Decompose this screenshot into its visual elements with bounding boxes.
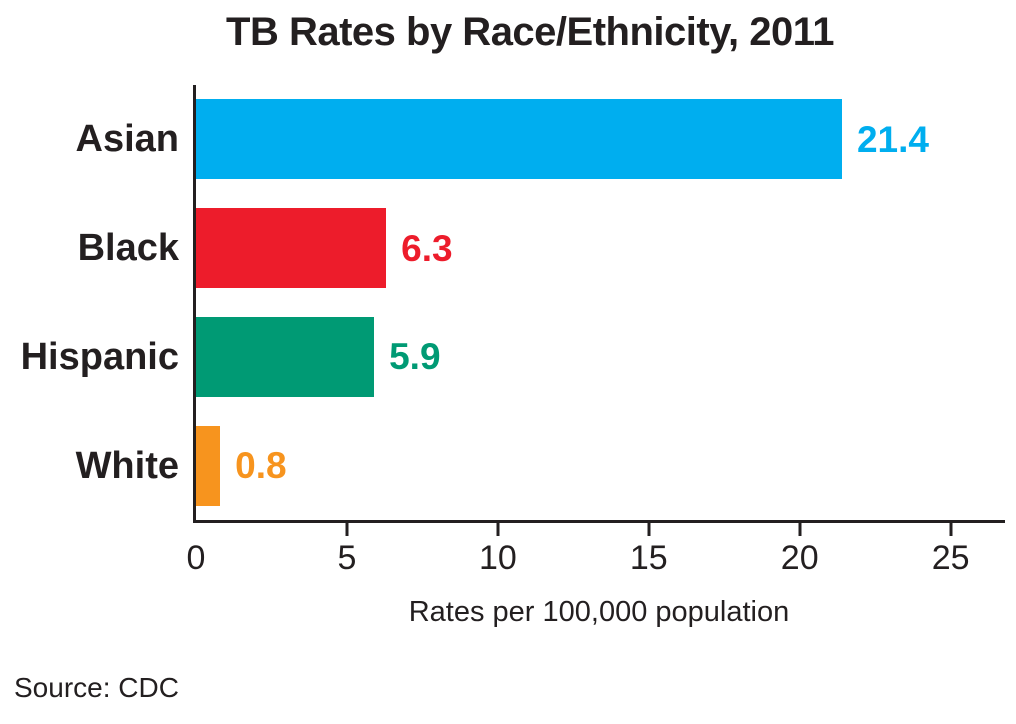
chart-title: TB Rates by Race/Ethnicity, 2011 [226,10,834,54]
source-note: Source: CDC [14,672,179,703]
tick-mark-10 [496,523,500,536]
tick-label-0: 0 [186,539,206,577]
tick-label-25: 25 [931,539,970,577]
bar-hispanic [196,316,375,397]
tick-label-15: 15 [629,539,668,577]
tick-mark-5 [345,523,349,536]
x-axis-ticks: 0 5 10 15 20 25 [187,523,1005,583]
bar-row-asian: Asian 21.4 [76,85,1005,194]
tick-label-5: 5 [337,539,357,577]
bar-row-hispanic: Hispanic 5.9 [21,303,1005,412]
bar-row-white: White 0.8 [76,411,1005,520]
category-label-hispanic: Hispanic [20,335,179,378]
value-label-asian: 21.4 [856,118,929,160]
bar-white [196,425,221,506]
category-label-black: Black [77,227,179,270]
bar-row-black: Black 6.3 [78,194,1005,303]
tick-label-20: 20 [780,539,819,577]
category-label-asian: Asian [75,118,179,161]
tick-mark-20 [798,523,802,536]
tick-mark-15 [647,523,651,536]
tick-mark-25 [949,523,953,536]
bar-black [196,208,387,289]
value-label-hispanic: 5.9 [389,336,441,378]
value-label-black: 6.3 [401,227,453,269]
bar-asian [196,99,842,180]
value-label-white: 0.8 [235,445,287,487]
x-axis-title: Rates per 100,000 population [408,596,790,628]
tick-label-10: 10 [478,539,517,577]
plot-area: Asian 21.4 Black 6.3 Hispanic 5.9 White 0.8 [21,85,1005,523]
category-label-white: White [75,444,179,487]
